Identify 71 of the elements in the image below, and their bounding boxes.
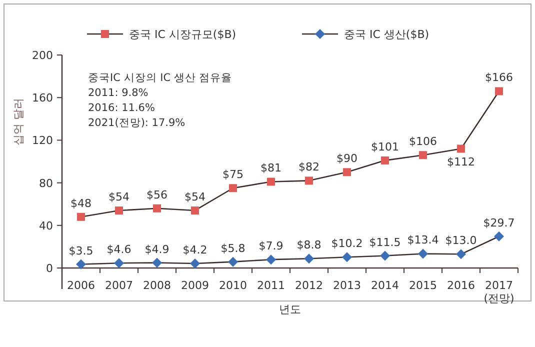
point [191,206,199,214]
x-axis-title: 년도 [279,303,301,316]
data-label: $3.5 [68,244,94,258]
data-label: $4.6 [106,243,132,256]
point [304,254,314,264]
data-label: $4.2 [182,244,208,257]
y-tick-label: 40 [39,219,53,232]
point [228,256,238,267]
data-label: $112 [447,156,475,169]
point [152,258,162,268]
x-tick-label: 2014 [371,279,399,292]
point [305,176,313,185]
data-label: $4.9 [144,242,170,256]
data-label: $7.9 [258,240,284,253]
x-tick-label: 2006 [67,279,95,292]
x-tick-label: 2017 (전망) [484,279,514,305]
x-tick-label: 2011 [257,279,285,292]
point [229,184,237,192]
point [494,231,504,242]
legend-label: 중국 IC 생산($B) [344,28,430,41]
data-label: $13.0 [445,234,477,248]
x-tick-label: 2008 [143,279,171,292]
data-label: $54 [184,190,206,204]
legend-label: 중국 IC 시장규모($B) [129,28,236,41]
data-label: $13.4 [407,234,439,247]
x-tick-label: 2007 [105,279,133,292]
point [419,151,427,160]
data-label: $81 [260,162,282,175]
data-label: $54 [108,190,130,204]
point [381,156,389,164]
point [342,252,352,262]
data-label: $75 [222,168,244,182]
data-label: $11.5 [369,236,401,249]
point [76,259,86,270]
point [190,258,200,269]
x-tick-label: 2016 [447,279,475,292]
y-axis-title: 십억 달러 [12,98,25,146]
point [457,144,465,153]
x-tick-label: 2009 [181,279,209,292]
data-label: $101 [371,140,399,154]
y-tick-label: 160 [32,92,53,105]
point [343,168,351,176]
data-label: $8.8 [296,238,322,252]
y-tick-label: 80 [39,176,53,190]
data-label: $82 [298,160,320,174]
x-tick-label: 2012 [295,279,323,292]
data-label: $56 [146,188,168,202]
point [266,254,276,265]
x-tick-label: 2010 [219,279,247,292]
point [267,178,275,186]
point [380,250,390,261]
data-label: $5.8 [220,242,246,255]
data-label: $48 [70,196,92,210]
point [114,258,124,268]
point [153,204,161,212]
data-label: $10.2 [331,237,363,250]
y-tick-label: 0 [46,262,53,275]
point [456,249,466,260]
y-tick-label: 120 [32,134,53,148]
data-label: $106 [409,135,437,148]
point [418,248,428,259]
point [115,206,123,214]
x-tick-label: 2013 [333,279,361,292]
annotation: 중국IC 시장의 IC 생산 점유율 2011: 9.8% 2016: 11.6% 2021(전망): 17.9% [88,72,232,129]
point [77,212,85,221]
data-label: $166 [485,71,513,84]
data-label: $29.7 [483,216,515,230]
y-tick-label: 200 [32,49,53,62]
point [495,87,503,96]
x-tick-label: 2015 [409,279,437,292]
data-label: $90 [336,152,358,166]
